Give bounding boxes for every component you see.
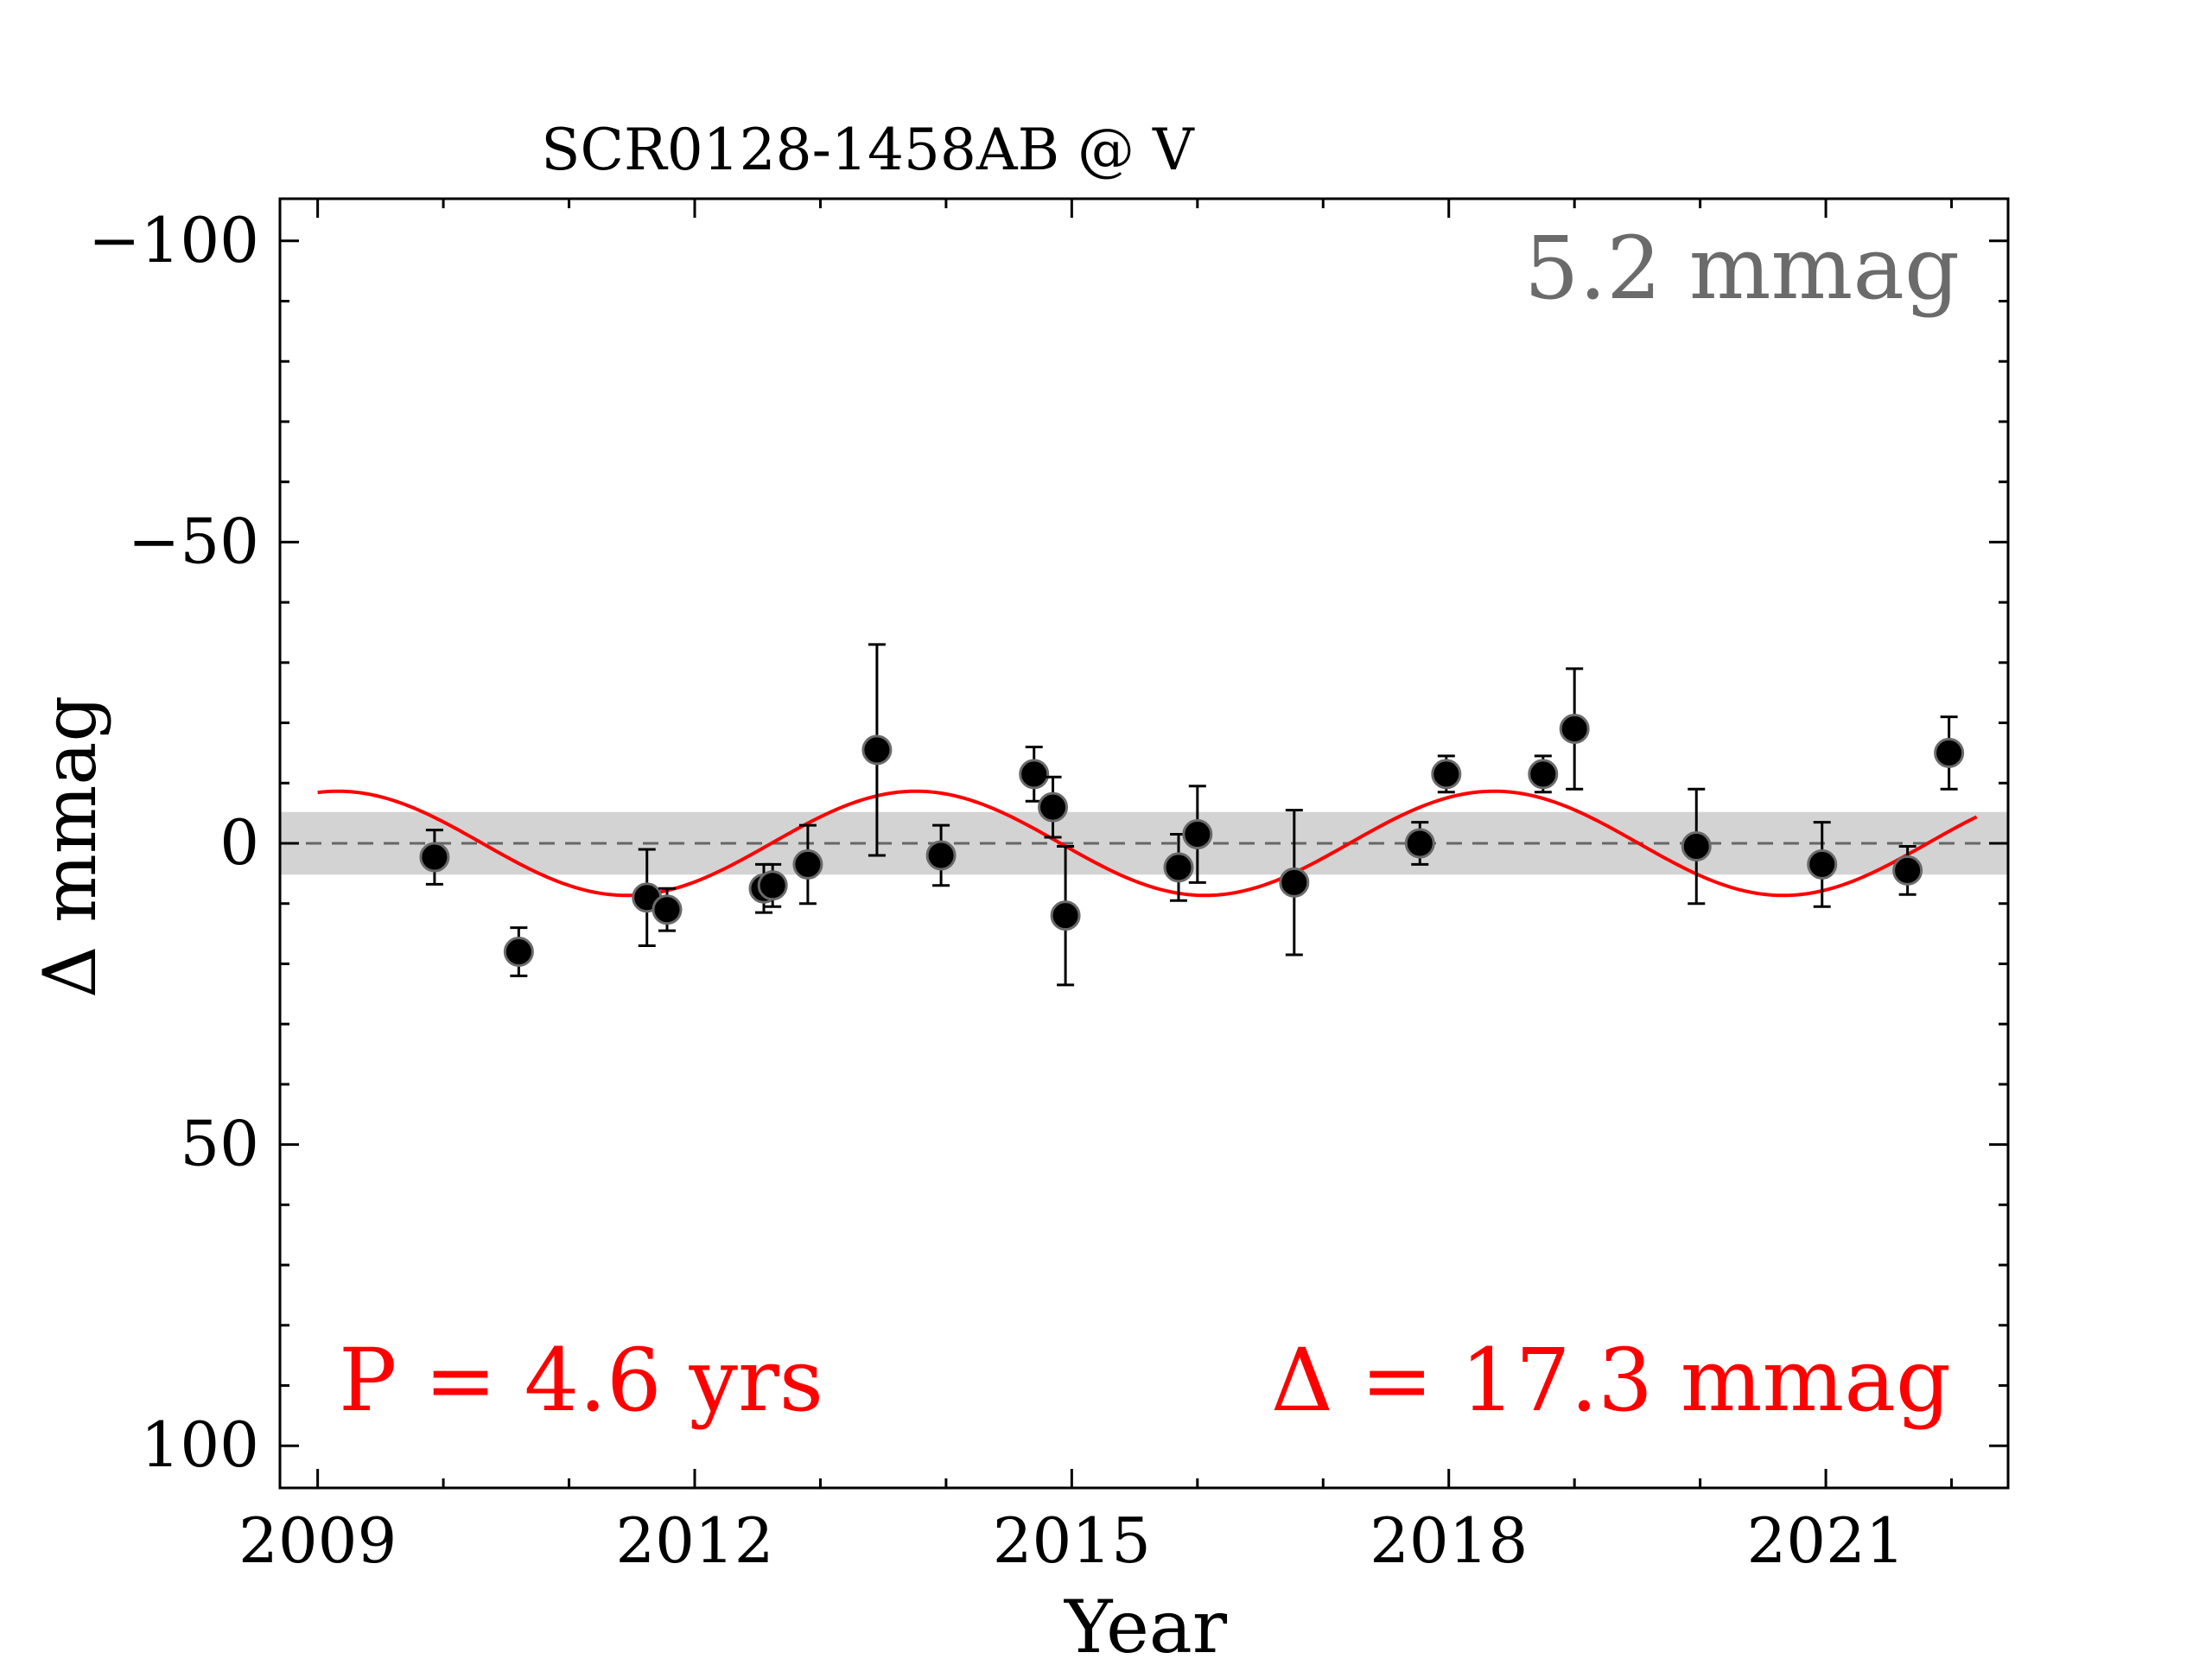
point-marker: [1807, 849, 1838, 880]
x-tick-label: 2021: [1746, 1504, 1904, 1577]
y-tick-label: 100: [141, 1408, 259, 1481]
point-marker: [1038, 791, 1069, 823]
point-marker: [792, 849, 823, 880]
y-tick-label: −100: [88, 204, 259, 276]
point-marker: [1182, 819, 1213, 850]
point-marker: [757, 870, 788, 901]
data-point: [1038, 775, 1069, 839]
fit-curve: [317, 789, 1978, 898]
point-marker: [1404, 828, 1435, 859]
point-marker: [1163, 852, 1194, 883]
data-point: [1807, 821, 1838, 908]
plot-frame: [278, 197, 2010, 1490]
data-point: [1681, 787, 1712, 906]
x-axis-label: Year: [1064, 1585, 1228, 1659]
x-tick-label: 2015: [993, 1504, 1151, 1577]
y-tick-label: −50: [128, 505, 259, 577]
band-width-annotation: 5.2 mmag: [1524, 218, 1960, 319]
data-point: [1934, 715, 1965, 791]
data-point: [1528, 754, 1559, 794]
point-marker: [1528, 759, 1559, 790]
axis-tick-labels: 2009 2012 2015 2018 2021 −100 −50 0 50 100: [88, 204, 1904, 1577]
data-point: [861, 643, 893, 857]
point-marker: [1050, 900, 1081, 931]
data-point: [1279, 809, 1310, 957]
point-marker: [1934, 737, 1965, 768]
data-point: [1163, 833, 1194, 902]
amplitude-annotation: Δ = 17.3 mmag: [1271, 1330, 1951, 1431]
y-tick-label: 0: [219, 806, 259, 879]
point-marker: [861, 734, 893, 766]
chart-title: SCR0128-1458AB @ V: [541, 117, 1195, 183]
data-point: [1050, 844, 1081, 987]
data-point: [792, 823, 823, 906]
data-point: [1431, 754, 1462, 794]
data-point: [925, 823, 957, 887]
point-marker: [1431, 759, 1462, 790]
data-point: [757, 862, 788, 908]
y-tick-label: 50: [180, 1108, 259, 1180]
x-tick-label: 2009: [238, 1504, 397, 1577]
x-tick-label: 2018: [1370, 1504, 1528, 1577]
point-marker: [925, 840, 957, 871]
point-marker: [1279, 867, 1310, 898]
point-marker: [1019, 759, 1050, 790]
plot-area: [280, 643, 2008, 987]
data-point: [1404, 821, 1435, 866]
data-point: [503, 926, 534, 977]
point-marker: [652, 894, 683, 925]
point-marker: [419, 842, 450, 873]
point-marker: [503, 936, 534, 967]
data-point: [1182, 785, 1213, 884]
data-point: [652, 887, 683, 932]
point-marker: [1892, 855, 1923, 886]
data-point: [419, 829, 450, 886]
x-tick-label: 2012: [615, 1504, 773, 1577]
period-annotation: P = 4.6 yrs: [339, 1330, 823, 1431]
y-axis-label: Δ mmag: [28, 696, 112, 999]
point-marker: [1681, 830, 1712, 861]
data-point: [1559, 667, 1590, 791]
axis-ticks: [280, 199, 2008, 1488]
data-point: [1892, 844, 1923, 896]
point-marker: [1559, 714, 1590, 745]
